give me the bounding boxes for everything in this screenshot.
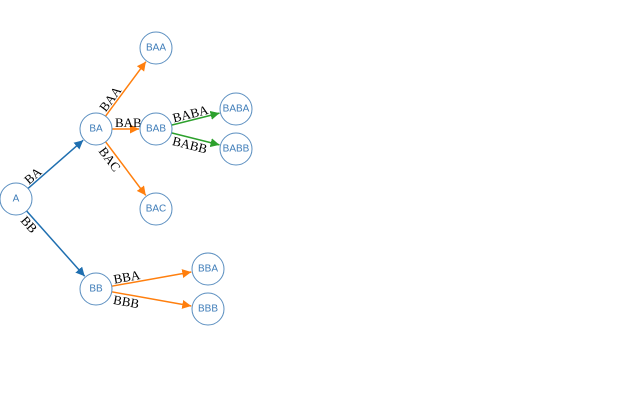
- node-circle: [191, 292, 225, 326]
- edge-label: BAA: [96, 83, 125, 114]
- node-ba[interactable]: BA: [79, 112, 113, 146]
- edge-arrow: [104, 141, 147, 196]
- edge-label: BBB: [112, 292, 141, 311]
- edge-label: BABA: [171, 102, 210, 125]
- edge-baa: BAA: [96, 61, 147, 117]
- edge-arrow: [27, 139, 84, 190]
- node-label: BA: [89, 124, 103, 135]
- edge-arrow: [104, 61, 147, 117]
- node-label: A: [13, 194, 20, 205]
- edge-label: BBA: [112, 267, 142, 287]
- node-babb[interactable]: BABB: [219, 132, 253, 166]
- edge-baba: BABA: [171, 102, 220, 126]
- edge-bb: BB: [18, 210, 86, 277]
- node-circle: [79, 272, 113, 306]
- edge-bab: BAB: [112, 115, 142, 134]
- node-a[interactable]: A: [0, 182, 33, 216]
- node-circle: [79, 112, 113, 146]
- node-label: BBA: [198, 264, 218, 275]
- node-circle: [139, 31, 173, 65]
- edge-label: BABB: [171, 133, 209, 156]
- node-label: BAA: [146, 43, 166, 54]
- node-bba[interactable]: BBA: [191, 252, 225, 286]
- node-bbb[interactable]: BBB: [191, 292, 225, 326]
- edge-label: BA: [21, 164, 45, 188]
- edge-arrow: [171, 110, 220, 126]
- node-bb[interactable]: BB: [79, 272, 113, 306]
- node-bac[interactable]: BAC: [139, 192, 173, 226]
- node-bab[interactable]: BAB: [139, 112, 173, 146]
- node-label: BABA: [223, 104, 250, 115]
- edge-bac: BAC: [96, 141, 147, 196]
- edge-bba: BBA: [111, 267, 192, 287]
- edge-ba: BA: [21, 139, 84, 190]
- edge-arrow: [111, 291, 192, 309]
- edge-arrow: [111, 269, 192, 287]
- node-label: BBB: [198, 304, 218, 315]
- node-baba[interactable]: BABA: [219, 92, 253, 126]
- node-label: BB: [89, 284, 103, 295]
- edge-babb: BABB: [171, 132, 220, 156]
- node-label: BAC: [146, 204, 167, 215]
- node-baa[interactable]: BAA: [139, 31, 173, 65]
- node-circle: [191, 252, 225, 286]
- node-label: BAB: [146, 124, 166, 135]
- edge-label: BB: [18, 213, 41, 236]
- edge-arrow: [26, 210, 86, 277]
- node-label: BABB: [223, 144, 250, 155]
- edge-label: BAB: [115, 115, 142, 130]
- node-circle: [139, 192, 173, 226]
- node-circle: [139, 112, 173, 146]
- edge-bbb: BBB: [111, 291, 192, 311]
- edge-arrow: [171, 132, 220, 148]
- edge-label: BAC: [96, 144, 124, 174]
- node-circle: [219, 92, 253, 126]
- node-circle: [0, 182, 33, 216]
- node-circle: [219, 132, 253, 166]
